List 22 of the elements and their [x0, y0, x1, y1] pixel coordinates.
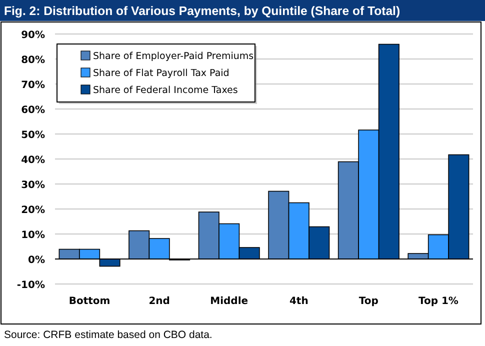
- y-tick-label: 0%: [28, 255, 45, 266]
- source-note: Source: CRFB estimate based on CBO data.: [4, 329, 212, 341]
- y-tick-label: -10%: [16, 280, 45, 291]
- legend-label: Share of Employer-Paid Premiums: [93, 51, 254, 62]
- x-tick-label: Top 1%: [418, 296, 458, 307]
- y-tick-label: 70%: [21, 80, 45, 91]
- chart-title: Fig. 2: Distribution of Various Payments, by Quintile (Share of Total): [4, 4, 400, 18]
- x-tick-label: 2nd: [148, 296, 170, 307]
- y-tick-label: 90%: [21, 30, 45, 41]
- x-tick-label: Middle: [210, 296, 248, 307]
- y-tick-label: 40%: [21, 155, 45, 166]
- legend-label: Share of Federal Income Taxes: [93, 85, 238, 96]
- y-tick-label: 60%: [21, 105, 45, 116]
- y-tick-label: 10%: [21, 230, 45, 241]
- x-tick-label: Top: [358, 296, 378, 307]
- y-tick-label: 30%: [21, 180, 45, 191]
- legend-label: Share of Flat Payroll Tax Paid: [93, 68, 230, 79]
- y-tick-label: 80%: [21, 55, 45, 66]
- x-tick-label: 4th: [289, 296, 308, 307]
- y-tick-label: 50%: [21, 130, 45, 141]
- y-tick-label: 20%: [21, 205, 45, 216]
- x-tick-label: Bottom: [68, 296, 110, 307]
